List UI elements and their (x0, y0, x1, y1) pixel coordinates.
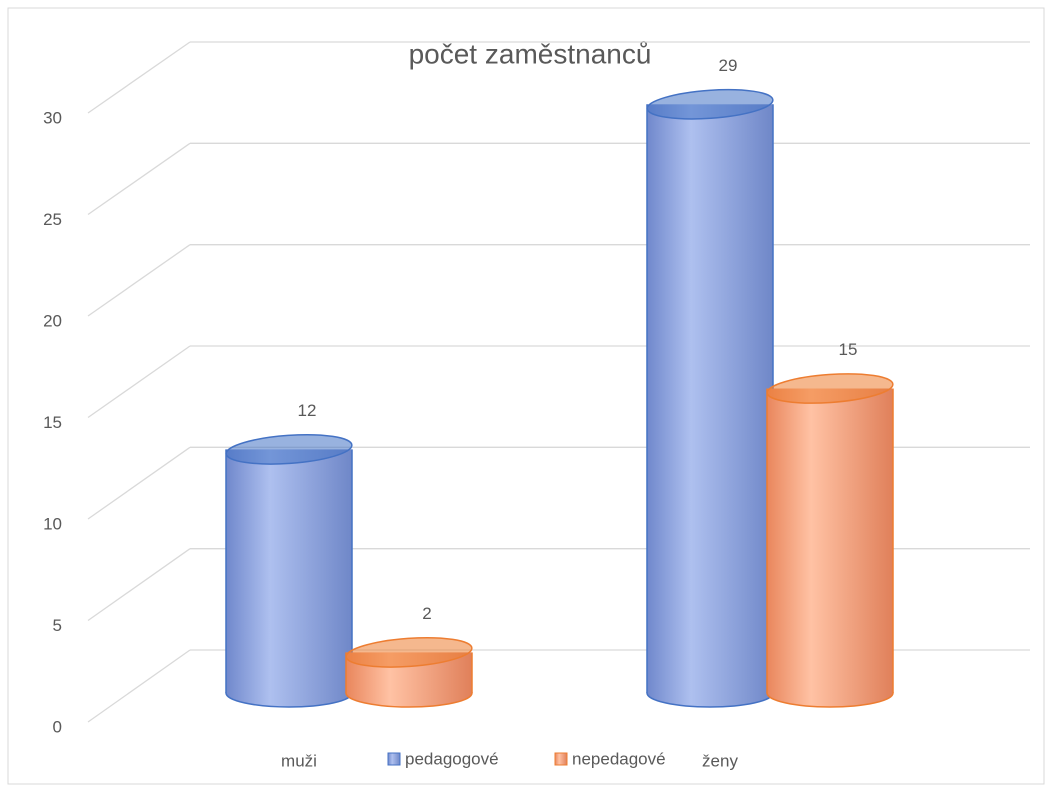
data-label: 15 (839, 340, 858, 359)
bar-top (345, 637, 473, 668)
data-label: 2 (422, 604, 431, 623)
y-tick-label: 10 (43, 514, 62, 533)
legend-label: nepedagové (572, 749, 666, 768)
legend-label: pedagogové (405, 749, 499, 768)
bar-top (225, 434, 353, 465)
bar-body (226, 449, 352, 693)
legend-swatch (554, 752, 568, 766)
y-tick-label: 0 (53, 717, 62, 736)
grid-line-side (87, 649, 191, 723)
grid-line-side (87, 548, 191, 622)
bar-top (766, 373, 894, 404)
bar-body (767, 388, 893, 693)
legend-swatch (387, 752, 401, 766)
y-tick-label: 25 (43, 210, 62, 229)
bar-body (647, 104, 773, 694)
chart-title: počet zaměstnanců (409, 38, 652, 69)
data-label: 29 (719, 56, 738, 75)
grid-line-side (87, 446, 191, 520)
y-tick-label: 20 (43, 311, 62, 330)
bar-top (646, 88, 774, 120)
x-tick-label: muži (281, 751, 317, 770)
bar (225, 434, 353, 708)
y-tick-label: 30 (43, 108, 62, 127)
grid-line-side (87, 142, 191, 216)
x-tick-label: ženy (702, 751, 738, 770)
y-tick-label: 5 (53, 616, 62, 635)
bar (766, 373, 894, 708)
grid-line-side (87, 41, 191, 114)
bar (646, 88, 774, 708)
grid-line-side (87, 345, 191, 419)
y-tick-label: 15 (43, 413, 62, 432)
bar (345, 637, 473, 708)
chart-border (7, 7, 1045, 785)
grid-line-side (87, 244, 191, 317)
data-label: 12 (298, 401, 317, 420)
